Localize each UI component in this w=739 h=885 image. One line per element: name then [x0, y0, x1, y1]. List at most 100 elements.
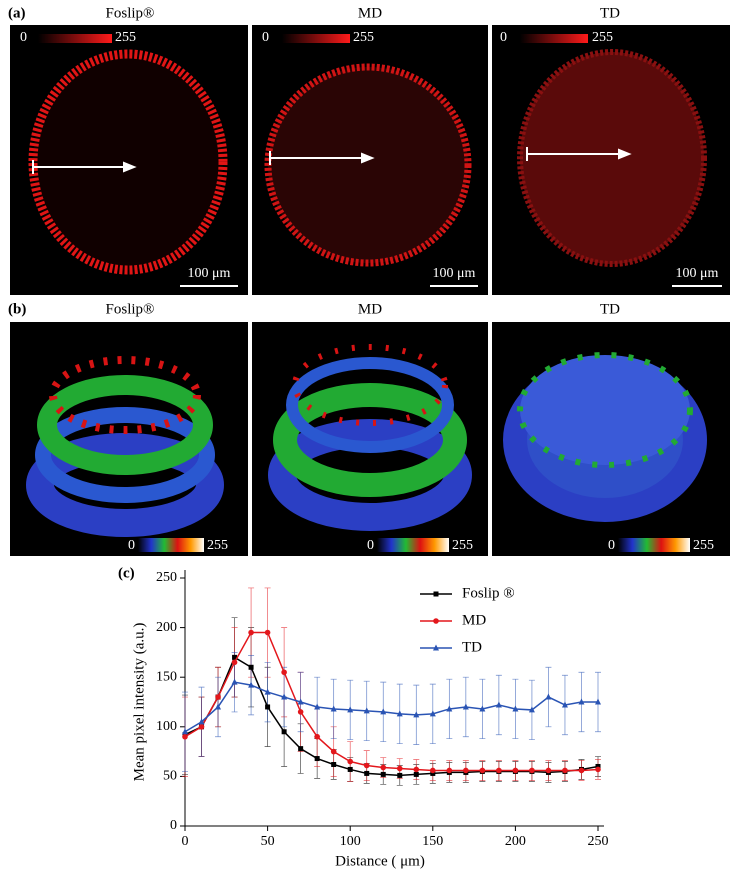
marker [433, 618, 439, 624]
marker [231, 659, 238, 666]
marker [446, 767, 453, 774]
marker [413, 766, 420, 773]
marker [595, 763, 601, 769]
panel-title: Foslip® [106, 5, 155, 21]
marker [463, 767, 469, 774]
panel-label: (b) [8, 301, 26, 317]
marker [512, 705, 519, 712]
legend-label: MD [462, 612, 486, 628]
marker [529, 767, 535, 774]
y-tick-label: 250 [156, 570, 177, 585]
marker [561, 701, 568, 708]
panel-title: MD [358, 301, 382, 317]
marker [413, 711, 420, 718]
colorbar-label: 0 [608, 538, 615, 553]
marker [347, 706, 354, 713]
marker [264, 688, 271, 695]
marker [232, 654, 238, 660]
x-tick-label: 250 [588, 834, 609, 849]
marker [446, 705, 453, 712]
marker [264, 629, 271, 636]
legend-label: TD [462, 639, 482, 655]
marker [248, 681, 255, 688]
marker [182, 733, 188, 740]
series-line [184, 681, 598, 733]
scale-bar-label: 100 μm [676, 266, 719, 281]
colorbar-label: 255 [452, 538, 473, 553]
marker [495, 701, 502, 708]
marker [281, 729, 287, 735]
colorbar-label: 255 [115, 30, 136, 45]
y-tick-label: 100 [156, 719, 177, 734]
marker [281, 693, 288, 700]
legend-label: Foslip ® [462, 585, 515, 601]
panel-title: TD [600, 5, 620, 21]
x-tick-label: 150 [422, 834, 443, 849]
y-tick-label: 50 [163, 769, 177, 784]
marker [479, 767, 486, 774]
marker [182, 728, 188, 735]
panel-title: MD [358, 5, 382, 21]
x-tick-label: 50 [261, 834, 275, 849]
colorbar-label: 0 [20, 30, 27, 45]
marker [347, 758, 354, 765]
marker [512, 767, 519, 774]
marker [215, 703, 222, 710]
colorbar-label: 0 [367, 538, 374, 553]
series-line [184, 656, 599, 777]
marker [314, 756, 320, 762]
marker [298, 746, 304, 752]
marker [364, 770, 370, 776]
marker [215, 694, 221, 700]
marker [578, 767, 585, 774]
marker [528, 706, 535, 713]
marker [545, 693, 552, 700]
marker [297, 698, 304, 705]
y-tick-label: 150 [156, 669, 177, 684]
marker [363, 762, 370, 769]
marker [413, 771, 419, 777]
colorbar-label: 255 [353, 30, 374, 45]
marker [314, 733, 320, 740]
x-tick-label: 100 [340, 834, 361, 849]
marker [396, 710, 403, 717]
marker [430, 770, 436, 776]
marker [578, 698, 585, 705]
scale-bar-label: 100 μm [433, 266, 476, 281]
marker [430, 767, 436, 774]
marker [248, 664, 254, 670]
marker [248, 629, 254, 636]
marker [595, 766, 601, 773]
scale-bar-label: 100 μm [188, 266, 231, 281]
marker [496, 767, 502, 774]
marker [231, 678, 238, 685]
marker [479, 705, 486, 712]
surface-plot [10, 322, 730, 556]
y-tick-label: 0 [170, 818, 177, 833]
panel-title: Foslip® [106, 301, 155, 317]
marker [380, 771, 386, 777]
y-axis-label: Mean pixel intensity (a.u.) [131, 623, 147, 782]
marker [380, 708, 387, 715]
marker [429, 710, 436, 717]
colorbar-label: 0 [128, 538, 135, 553]
marker [198, 724, 205, 730]
marker [331, 761, 337, 767]
panel-label: (c) [118, 565, 135, 581]
y-tick-label: 200 [156, 620, 177, 635]
marker [265, 704, 271, 710]
colorbar-label: 255 [592, 30, 613, 45]
panel-title: TD [600, 301, 620, 317]
marker [314, 703, 321, 710]
marker [330, 705, 337, 712]
series-line [184, 631, 599, 772]
marker [347, 766, 353, 772]
marker [363, 707, 370, 714]
x-tick-label: 200 [505, 834, 526, 849]
marker [545, 767, 552, 774]
marker [595, 698, 601, 705]
panel-label: (a) [8, 5, 26, 21]
micrograph [10, 25, 730, 295]
colorbar-label: 255 [207, 538, 228, 553]
